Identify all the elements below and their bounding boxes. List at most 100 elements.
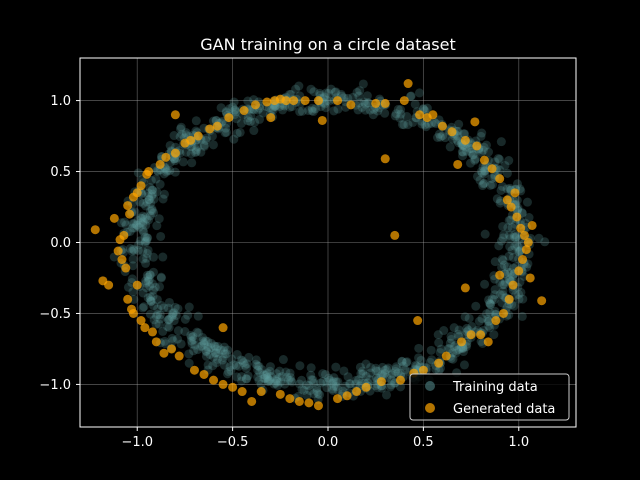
training-point xyxy=(147,279,157,289)
training-point xyxy=(387,370,397,380)
generated-point xyxy=(519,230,529,240)
training-point xyxy=(359,97,369,107)
training-point xyxy=(325,375,335,385)
training-point xyxy=(180,314,190,324)
generated-point xyxy=(113,246,123,256)
training-point xyxy=(297,106,307,116)
training-point xyxy=(199,338,209,348)
training-point xyxy=(304,381,314,391)
training-point xyxy=(452,345,462,355)
training-point xyxy=(343,372,353,382)
generated-point xyxy=(218,379,228,389)
generated-point xyxy=(123,294,133,304)
training-point xyxy=(358,369,368,379)
training-point xyxy=(147,206,157,216)
training-point xyxy=(141,201,151,211)
training-point xyxy=(484,147,494,157)
training-point xyxy=(286,376,296,386)
training-point xyxy=(140,236,150,246)
training-point xyxy=(459,360,469,370)
training-point xyxy=(451,348,461,358)
training-point xyxy=(154,282,164,292)
training-point xyxy=(201,135,211,145)
training-point xyxy=(261,370,271,380)
training-point xyxy=(340,381,350,391)
training-point xyxy=(120,217,130,227)
training-point xyxy=(327,384,337,394)
training-point xyxy=(511,231,521,241)
training-point xyxy=(306,370,316,380)
training-point xyxy=(173,304,183,314)
training-point xyxy=(211,344,221,354)
training-point xyxy=(330,87,340,97)
training-point xyxy=(478,179,488,189)
training-point xyxy=(495,277,505,287)
training-point xyxy=(396,369,406,379)
training-point xyxy=(138,225,148,235)
training-point xyxy=(464,313,474,323)
generated-point xyxy=(170,110,180,120)
training-point xyxy=(283,375,293,385)
generated-point xyxy=(512,212,522,222)
generated-point xyxy=(380,154,390,164)
generated-point xyxy=(516,223,526,233)
training-point xyxy=(321,88,331,98)
training-point xyxy=(163,303,173,313)
training-point xyxy=(251,359,261,369)
training-point xyxy=(153,304,163,314)
training-point xyxy=(328,377,338,387)
training-point xyxy=(512,179,522,189)
training-point xyxy=(146,198,156,208)
training-point xyxy=(127,274,137,284)
training-point xyxy=(416,355,426,365)
training-point xyxy=(263,376,273,386)
training-point xyxy=(373,106,383,116)
x-tick-label: −0.5 xyxy=(217,435,249,450)
training-point xyxy=(485,307,495,317)
training-point xyxy=(136,213,146,223)
training-point xyxy=(333,385,343,395)
training-point xyxy=(156,231,166,241)
training-point xyxy=(434,365,444,375)
training-point xyxy=(452,135,462,145)
training-point xyxy=(499,280,509,290)
training-point xyxy=(310,104,320,114)
training-point xyxy=(378,362,388,372)
training-point xyxy=(128,223,138,233)
training-point xyxy=(329,373,339,383)
training-point xyxy=(253,365,263,375)
training-point xyxy=(433,330,443,340)
generated-point xyxy=(205,124,215,134)
training-point xyxy=(398,361,408,371)
generated-point xyxy=(453,159,463,169)
generated-point xyxy=(447,127,457,137)
training-point xyxy=(193,142,203,152)
legend: Training data Generated data xyxy=(409,373,570,421)
training-point xyxy=(268,105,278,115)
training-point xyxy=(143,245,153,255)
training-point xyxy=(267,105,277,115)
training-point xyxy=(189,346,199,356)
training-point xyxy=(498,280,508,290)
training-point xyxy=(278,105,288,115)
training-point xyxy=(141,278,151,288)
training-point xyxy=(498,286,508,296)
generated-point xyxy=(209,375,219,385)
training-point xyxy=(391,362,401,372)
generated-point xyxy=(479,155,489,165)
training-point xyxy=(427,355,437,365)
training-point xyxy=(362,91,372,101)
training-point xyxy=(468,150,478,160)
training-point xyxy=(210,348,220,358)
training-point xyxy=(159,303,169,313)
generated-point xyxy=(466,330,476,340)
training-point xyxy=(504,215,514,225)
training-point xyxy=(164,297,174,307)
training-point xyxy=(225,362,235,372)
generated-point xyxy=(527,220,537,230)
training-point xyxy=(426,345,436,355)
training-point xyxy=(147,185,157,195)
training-point xyxy=(171,310,181,320)
training-point xyxy=(198,333,208,343)
training-point xyxy=(403,120,413,130)
